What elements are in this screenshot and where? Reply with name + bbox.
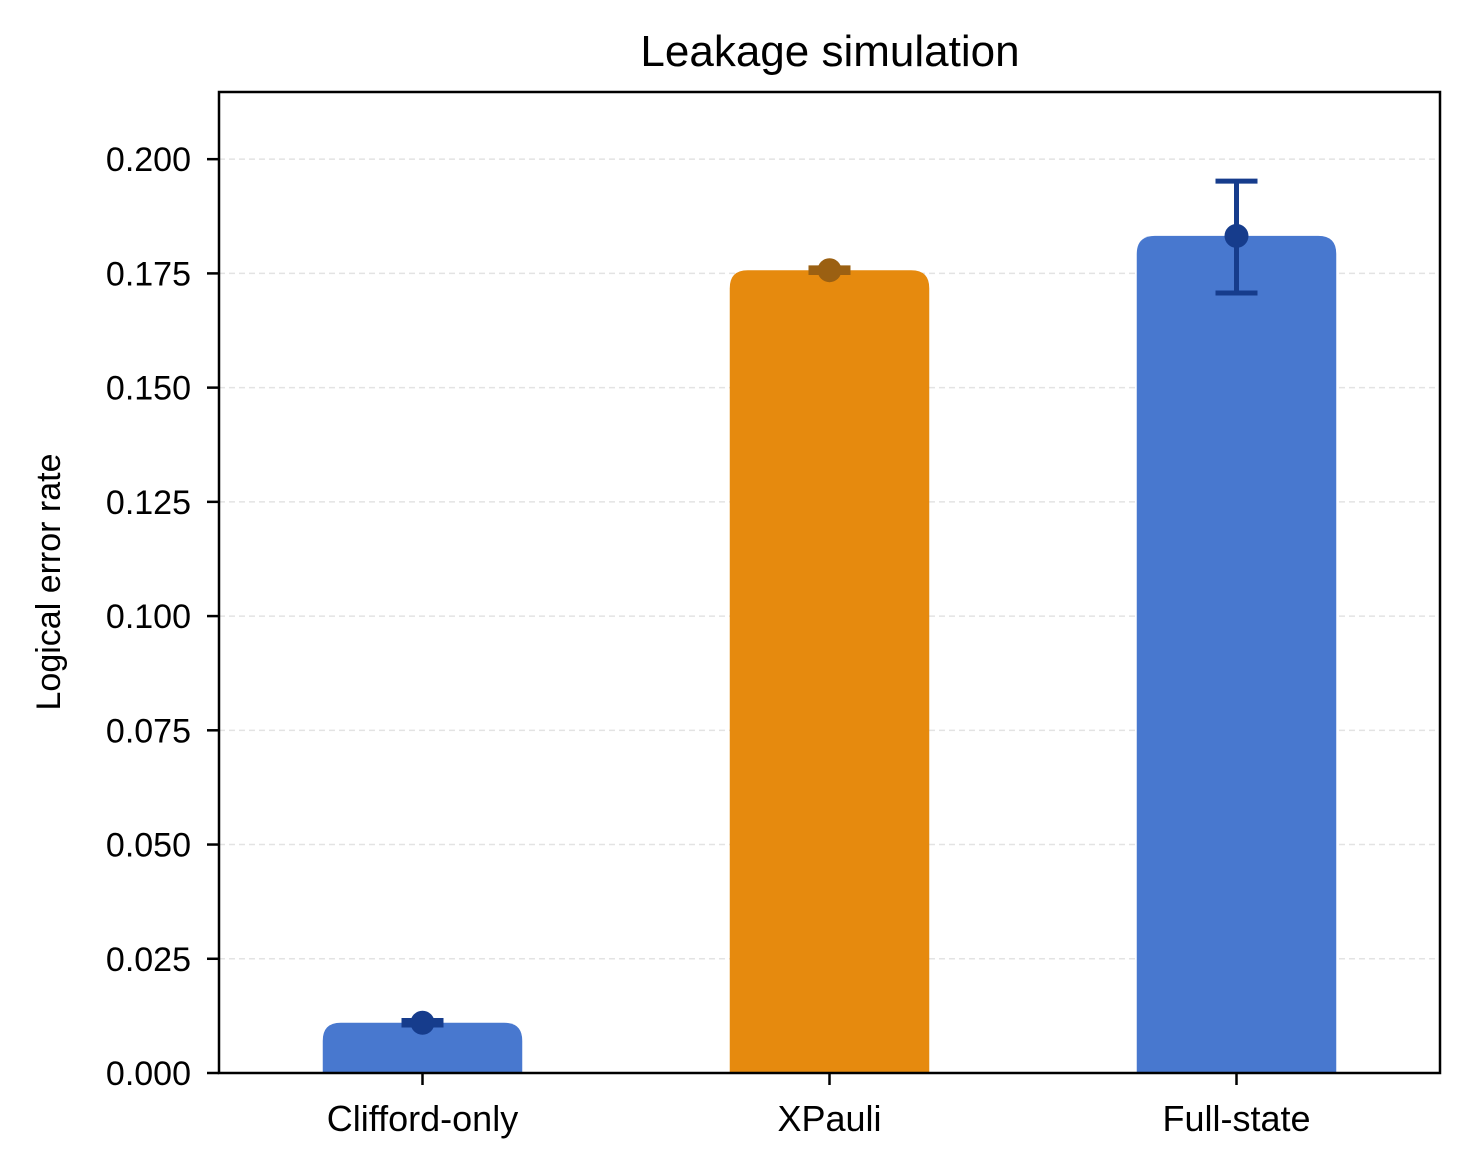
x-tick-label: Full-state: [1162, 1098, 1310, 1139]
y-tick-label: 0.200: [106, 141, 191, 179]
y-tick-label: 0.175: [106, 255, 191, 293]
y-tick-label: 0.000: [106, 1055, 191, 1093]
mean-marker: [410, 1010, 435, 1035]
y-axis-label: Logical error rate: [30, 453, 68, 710]
bar-clifford-only: [322, 1022, 523, 1073]
y-tick-label: 0.125: [106, 484, 191, 522]
mean-marker: [817, 258, 842, 283]
y-tick-label: 0.100: [106, 598, 191, 636]
x-tick-label: Clifford-only: [327, 1098, 518, 1139]
y-tick-label: 0.150: [106, 370, 191, 408]
x-axis: Clifford-only XPauli Full-state: [327, 1073, 1311, 1139]
y-tick-label: 0.050: [106, 827, 191, 865]
bar-xpauli: [729, 270, 930, 1073]
bar-full-state: [1136, 235, 1337, 1074]
error-bars: [401, 178, 1258, 1035]
x-tick-label: XPauli: [777, 1098, 881, 1139]
y-tick-label: 0.075: [106, 712, 191, 750]
chart-title: Leakage simulation: [640, 27, 1019, 76]
y-tick-label: 0.025: [106, 941, 191, 979]
bars: [322, 235, 1337, 1074]
y-axis: 0.000 0.025 0.050 0.075 0.100 0.125 0.150 0.175…: [106, 141, 219, 1093]
mean-marker: [1224, 223, 1249, 248]
